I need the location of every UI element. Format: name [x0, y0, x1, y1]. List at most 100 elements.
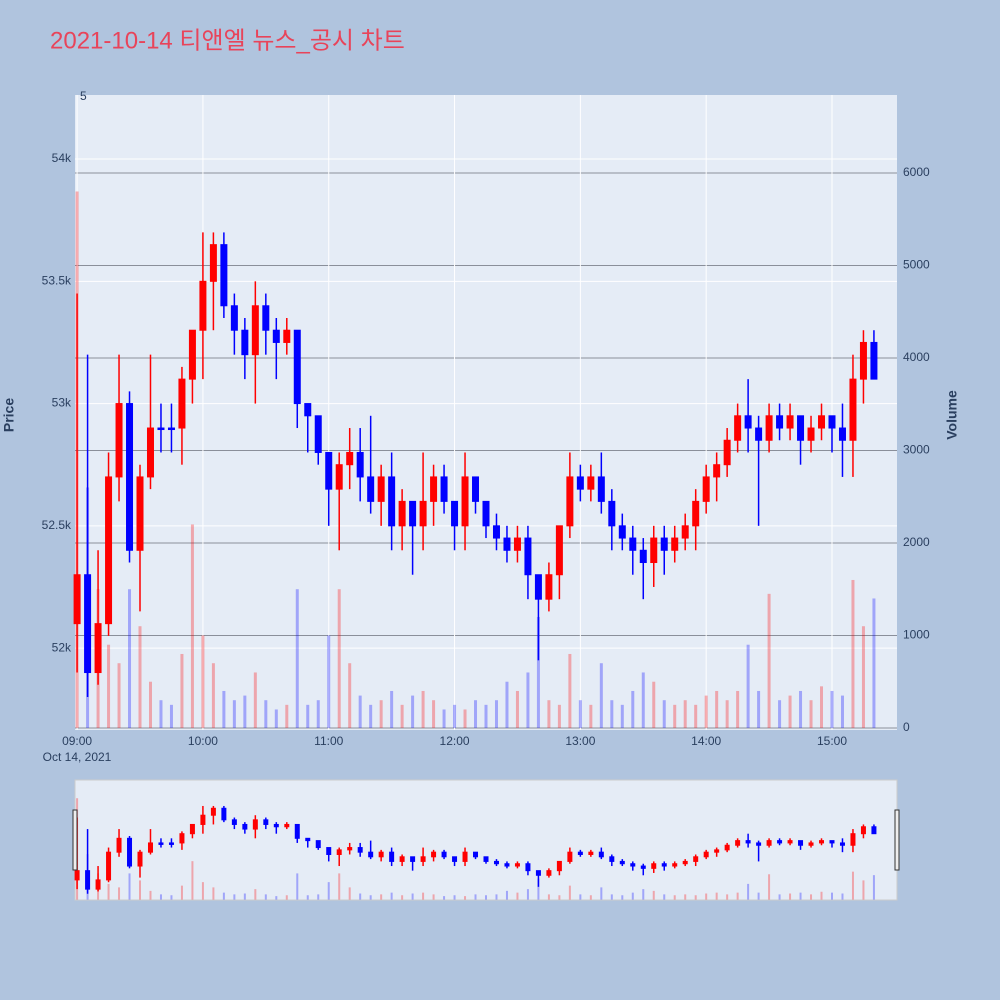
volume-bar-slider [810, 894, 813, 900]
candle-body-slider [829, 840, 835, 844]
candle-body [241, 329, 249, 356]
volume-bar [453, 704, 457, 728]
volume-bar [526, 672, 530, 728]
volume-bar-slider [107, 883, 110, 900]
candle-body-slider [294, 823, 300, 839]
candle-body-slider [336, 849, 342, 855]
candle-body-slider [315, 840, 321, 849]
candle-body-slider [168, 842, 174, 845]
volume-bar-slider [201, 882, 204, 900]
volume-bar [107, 644, 111, 728]
volume-bar [138, 626, 142, 728]
volume-bar-slider [589, 895, 592, 900]
volume-bar-slider [537, 878, 540, 900]
slider-handle[interactable] [72, 809, 78, 871]
volume-bar-slider [380, 894, 383, 900]
volume-bar-slider [684, 894, 687, 900]
x-tick-label: 11:00 [314, 734, 343, 748]
volume-bar-slider [495, 894, 498, 900]
volume-bar-slider [359, 893, 362, 900]
candle-body [797, 415, 805, 441]
candle-body [660, 537, 668, 551]
candle-body-slider [473, 851, 479, 858]
candle-body [262, 305, 270, 331]
volume-bar [390, 690, 394, 728]
candle-body-slider [745, 840, 751, 844]
slider-handle[interactable] [894, 809, 900, 871]
y2-tick-label: 3000 [903, 443, 930, 457]
candle-body [566, 476, 574, 527]
volume-bar-slider [631, 892, 634, 900]
candle-body [325, 451, 333, 490]
candle-body-slider [420, 856, 426, 862]
candle-body-slider [74, 870, 80, 881]
volume-bar-slider [516, 892, 519, 900]
candle-body [723, 439, 731, 466]
volume-bar [799, 690, 803, 728]
candle-body-slider [714, 849, 720, 853]
volume-bar [610, 700, 614, 728]
candle-body-slider [127, 837, 133, 867]
candle-body-slider [777, 840, 783, 844]
volume-bar [547, 700, 551, 728]
candle-body-slider [242, 823, 248, 830]
candle-body-slider [179, 833, 185, 844]
candle-body [524, 537, 532, 576]
x-tick-label: 09:00 [62, 734, 92, 748]
volume-bar-slider [369, 895, 372, 900]
candle-body-slider [158, 842, 164, 845]
volume-bar-slider [464, 896, 467, 900]
volume-bar [274, 709, 278, 728]
volume-bar-slider [411, 893, 414, 900]
volume-bar [662, 700, 666, 728]
y-tick-label: 52.5k [42, 518, 72, 532]
candle-body-slider [389, 851, 395, 862]
volume-bar-slider [705, 893, 708, 900]
volume-bar-slider [768, 874, 771, 900]
candle-body-slider [598, 851, 604, 858]
volume-bar [620, 704, 624, 728]
volume-bar-slider [715, 892, 718, 900]
candle-body-slider [106, 851, 112, 881]
volume-bar-slider [862, 880, 865, 900]
volume-bar [641, 672, 645, 728]
candle-body [587, 476, 595, 490]
volume-bar-slider [254, 889, 257, 900]
y2-tick-label: 6000 [903, 165, 930, 179]
y2-tick-label: 5000 [903, 258, 930, 272]
volume-bar [316, 700, 320, 728]
candle-body [167, 427, 175, 431]
candle-body [335, 464, 343, 490]
candle-body-slider [95, 879, 101, 890]
candle-body [461, 476, 469, 527]
candle-body [807, 427, 815, 441]
plot-area [75, 95, 897, 730]
candle-body [356, 451, 364, 478]
volume-bar-slider [600, 887, 603, 900]
candle-body [146, 427, 154, 478]
x-date-label: Oct 14, 2021 [43, 750, 112, 764]
candle-body-slider [116, 837, 122, 853]
volume-bar-slider [579, 894, 582, 900]
volume-bar [725, 700, 729, 728]
volume-bar [515, 690, 519, 728]
volume-bar [232, 700, 236, 728]
candle-body [419, 500, 427, 527]
volume-bar [631, 690, 635, 728]
candle-body [73, 574, 81, 625]
volume-bar [830, 690, 834, 728]
volume-bar-slider [642, 889, 645, 900]
candle-body-slider [651, 863, 657, 869]
candle-body-slider [410, 856, 416, 862]
volume-bar-slider [747, 883, 750, 900]
volume-bar [190, 524, 194, 728]
range-slider[interactable] [74, 779, 898, 901]
volume-bar-slider [621, 895, 624, 900]
candle-body [629, 537, 637, 551]
candle-body [492, 525, 500, 539]
volume-bar [704, 695, 708, 728]
volume-bar [809, 700, 813, 728]
volume-bar [432, 700, 436, 728]
candle-body-slider [231, 819, 237, 825]
candle-body-slider [452, 856, 458, 862]
